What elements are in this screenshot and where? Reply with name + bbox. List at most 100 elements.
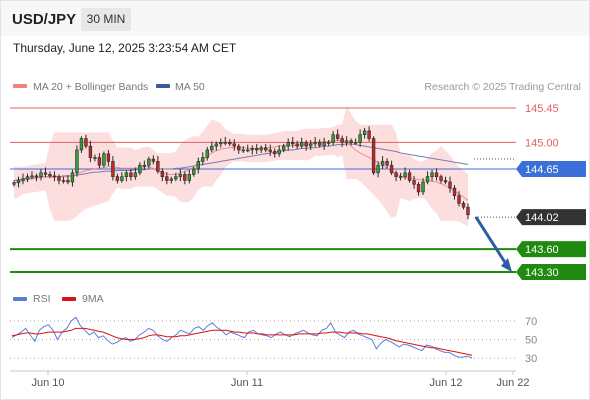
candle [367,126,371,142]
candle [61,176,66,184]
candle [299,137,304,149]
candle [416,181,421,196]
x-tick-label: Jun 22 [496,377,529,389]
candle [389,160,394,176]
candle [228,139,232,147]
candle [79,136,84,154]
candle [398,172,403,181]
candle [326,140,331,147]
candle [178,169,183,182]
candle [344,136,349,147]
candle [151,155,156,165]
rsi-tick-label: 50 [525,335,537,347]
candle [412,175,416,189]
candle [66,175,70,185]
candle [394,170,398,182]
candle [75,145,79,177]
ma9-legend-swatch [62,297,76,301]
candle [97,153,102,169]
candle [192,166,196,177]
candle [335,129,340,141]
candle [48,171,52,179]
forecast-arrow-head [501,258,512,272]
candle [250,145,254,155]
candle [322,137,326,150]
candle [120,172,124,183]
timeframe-button[interactable]: 30 MIN [81,8,131,31]
candle [286,138,290,151]
candle [156,156,160,174]
level-tag-text-5: 143.30 [525,267,559,279]
candle [21,173,25,185]
candle [52,171,57,182]
x-axis: Jun 10 Jun 11 Jun 12 Jun 22 [31,371,530,389]
candle [142,160,147,170]
level-tag-4: 143.60 [516,241,586,258]
x-tick-label: Jun 11 [231,377,263,389]
level-tag-3: 144.02 [516,209,586,226]
ma50-line [13,143,469,181]
candle [331,130,335,146]
candle [443,176,448,185]
candle [147,156,151,170]
candle [295,140,299,150]
candle [353,138,358,145]
ma20-legend-label: MA 20 + Bollinger Bands [33,81,148,93]
candle [70,169,75,187]
candle [237,143,241,154]
candle [57,174,61,185]
candle [457,191,461,207]
symbol-title: USD/JPY [12,11,77,28]
candle [196,157,200,174]
candle [259,145,263,154]
candle [452,185,457,200]
level-label-1: 145.00 [525,137,559,149]
candle [358,129,362,147]
candle [466,203,470,220]
chart-header: USD/JPY 30 MIN [1,1,589,36]
level-tag-5: 143.30 [516,264,586,280]
candle [264,143,268,153]
candle [425,171,430,185]
rsi-tick-label: 70 [525,316,537,328]
candle [138,162,142,176]
candle [88,140,93,163]
level-tag-2: 144.65 [516,161,586,178]
candle [210,141,214,153]
candles [12,126,470,220]
rsi-legend-swatch [13,297,27,301]
candle [169,176,174,184]
candle [160,168,165,182]
forecast-arrow-shaft [474,216,508,265]
candle [304,140,308,151]
candle [273,148,277,158]
candle [165,172,169,185]
candle [174,172,178,182]
bollinger-band-area [14,105,468,227]
candle [102,151,106,168]
level-label-0: 145.45 [525,103,559,115]
candle [232,139,236,151]
candle [308,140,313,150]
candle [129,169,133,181]
candle [93,154,97,162]
rsi-legend-label: RSI [33,293,51,305]
x-tick-label: Jun 10 [31,377,64,389]
candle [439,174,443,184]
candle [12,180,16,187]
credit-text: Research © 2025 Trading Central [424,81,581,93]
rsi-tick-label: 30 [525,353,537,365]
candle [434,168,439,181]
ma50-legend-label: MA 50 [175,81,205,93]
rsi-9ma-line [11,327,473,356]
forecast-arrow [474,216,512,272]
level-tag-text-2: 144.65 [525,164,559,176]
candle [376,161,380,178]
candle [349,138,353,146]
level-labels: 145.45 145.00 144.65 144.02 143.60 143.30 [516,103,586,280]
candle [223,136,227,146]
candle [255,143,259,154]
level-tag-text-4: 143.60 [525,244,559,256]
candle [183,171,187,185]
